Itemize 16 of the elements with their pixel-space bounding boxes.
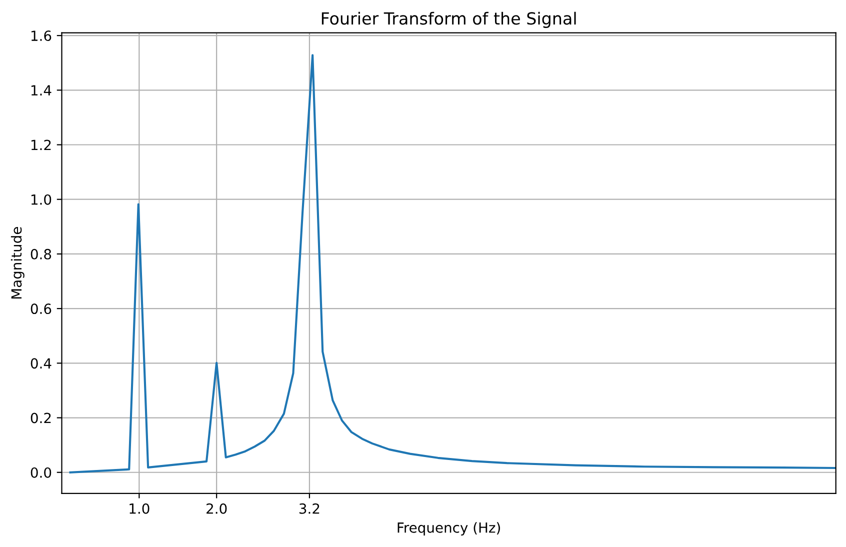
y-tick-label: 0.2 — [30, 412, 51, 424]
y-tick-label: 1.4 — [31, 85, 52, 96]
x-tick-label: 2.0 — [206, 503, 227, 514]
line-series — [69, 54, 836, 474]
chart-title: Fourier Transform of the Signal — [322, 12, 576, 28]
y-axis-title: Magnitude — [10, 227, 24, 299]
x-tick-label: 1.0 — [130, 503, 150, 514]
y-tick-label: 0.6 — [30, 304, 52, 314]
y-tick-label: 1.0 — [31, 194, 52, 205]
y-tick-label: 1.6 — [31, 30, 52, 42]
y-tick-label: 1.2 — [31, 140, 51, 150]
y-tick-label: 0.4 — [30, 358, 52, 369]
x-axis-title: Frequency (Hz) — [398, 522, 500, 536]
x-tick-label: 3.2 — [299, 503, 320, 514]
y-tick-label: 0.8 — [30, 248, 52, 260]
y-tick-label: 0.0 — [30, 467, 52, 478]
